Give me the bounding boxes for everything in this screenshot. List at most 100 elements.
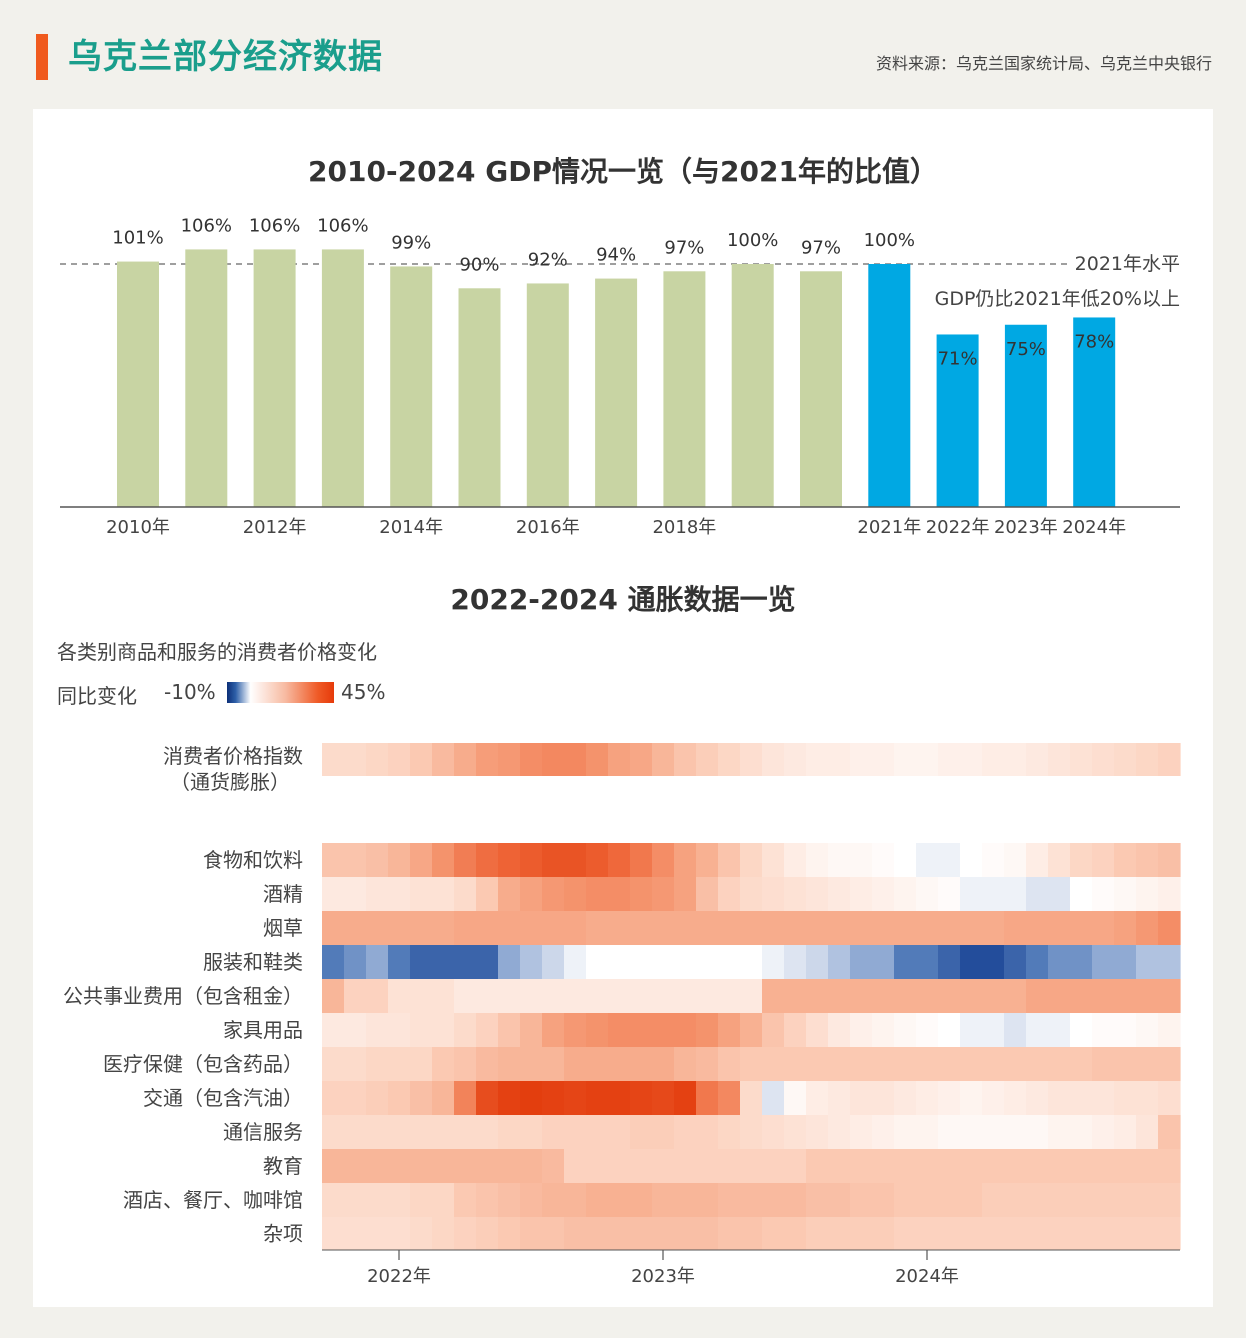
heatmap-cell [366, 911, 389, 945]
heatmap-cell [784, 877, 807, 911]
heatmap-cell [1004, 1183, 1027, 1217]
heatmap-cell [366, 1013, 389, 1047]
heatmap-cell [1026, 1047, 1049, 1081]
heatmap-cell [608, 911, 631, 945]
heatmap-cell [872, 945, 895, 979]
heatmap-cell [1026, 743, 1049, 776]
heatmap-cell [586, 979, 609, 1013]
heatmap-cell [1026, 979, 1049, 1013]
heatmap-cell [806, 877, 829, 911]
heatmap-cell [740, 743, 763, 776]
heatmap-cell [1004, 1115, 1027, 1149]
heatmap-cell [916, 1149, 939, 1183]
heatmap-cell [388, 945, 411, 979]
heatmap-cell [718, 1081, 741, 1115]
heatmap-cell [916, 1115, 939, 1149]
gdp-bar-2019 [731, 264, 774, 507]
heatmap-cell [1048, 743, 1071, 776]
heatmap-cell [608, 1047, 631, 1081]
heatmap-cell [718, 1183, 741, 1217]
heatmap-cell [586, 1149, 609, 1183]
heatmap-cell [850, 1183, 873, 1217]
heatmap-cell [938, 945, 961, 979]
heatmap-cell [476, 979, 499, 1013]
heatmap-cell [498, 1183, 521, 1217]
heatmap-cell [806, 979, 829, 1013]
gdp-chart-title: 2010-2024 GDP情况一览（与2021年的比值） [308, 155, 938, 188]
heatmap-cell [916, 1183, 939, 1217]
heatmap-cell [938, 743, 961, 776]
heatmap-cell [872, 877, 895, 911]
heatmap-cell [432, 877, 455, 911]
heatmap-cell [520, 1149, 543, 1183]
heatmap-cell [498, 743, 521, 776]
heatmap-cell [1026, 911, 1049, 945]
heatmap-cell [1114, 1047, 1137, 1081]
heatmap-cell [608, 1217, 631, 1250]
heatmap-cell [1158, 1013, 1181, 1047]
heatmap-cell [652, 843, 675, 877]
heatmap-cell [806, 1149, 829, 1183]
color-scale-legend [227, 682, 334, 703]
heatmap-cell [1158, 979, 1181, 1013]
heatmap-cell [982, 1183, 1005, 1217]
heatmap-cell [476, 1183, 499, 1217]
heatmap-cell [542, 945, 565, 979]
heatmap-cell [960, 1149, 983, 1183]
heatmap-cell [498, 843, 521, 877]
heatmap-cell [1004, 945, 1027, 979]
heatmap-cell [696, 1115, 719, 1149]
heatmap-cell [1114, 843, 1137, 877]
heatmap-cell [806, 1081, 829, 1115]
data-source: 资料来源：乌克兰国家统计局、乌克兰中央银行 [875, 54, 1212, 73]
heatmap-cell [916, 1217, 939, 1250]
heatmap-cell [608, 877, 631, 911]
heatmap-cell [784, 743, 807, 776]
heatmap-cell [388, 1183, 411, 1217]
heatmap-cell [740, 1183, 763, 1217]
heatmap-cell [696, 1081, 719, 1115]
heatmap-cell [366, 877, 389, 911]
heatmap-cell [432, 979, 455, 1013]
heatmap-cell [982, 979, 1005, 1013]
heatmap-cell [454, 1081, 477, 1115]
page-title: 乌克兰部分经济数据 [68, 37, 383, 77]
heatmap-cell [762, 1013, 785, 1047]
gdp-bar-2024 [1073, 317, 1116, 507]
heatmap-cell [806, 743, 829, 776]
heatmap-row-label: 食物和饮料 [203, 848, 303, 872]
heatmap-cell [344, 1183, 367, 1217]
heatmap-cell [960, 843, 983, 877]
heatmap-cell [696, 1149, 719, 1183]
heatmap-cell [762, 1149, 785, 1183]
heatmap-cell [850, 1047, 873, 1081]
heatmap-cell [938, 1047, 961, 1081]
heatmap-cell [784, 979, 807, 1013]
gdp-bar-2012 [253, 249, 296, 508]
heatmap-cell [1136, 1081, 1159, 1115]
heatmap-cell [740, 1013, 763, 1047]
heatmap-cell [828, 1217, 851, 1250]
heatmap-cell [542, 1217, 565, 1250]
heatmap-cell [718, 979, 741, 1013]
heatmap-cell [1048, 1217, 1071, 1250]
heatmap-cell [564, 945, 587, 979]
heatmap-cell [432, 945, 455, 979]
heatmap-cell [652, 1217, 675, 1250]
heatmap-cell [938, 979, 961, 1013]
heatmap-cell [850, 877, 873, 911]
heatmap-cell [542, 1149, 565, 1183]
heatmap-cell [454, 979, 477, 1013]
heatmap-cell [344, 1013, 367, 1047]
heatmap-cell [916, 1047, 939, 1081]
heatmap-cell [498, 1047, 521, 1081]
heatmap-cell [982, 911, 1005, 945]
gdp-x-tick-2014: 2014年 [379, 517, 443, 538]
heatmap-cell [982, 743, 1005, 776]
heatmap-row-label-cpi: 消费者价格指数 [163, 744, 303, 768]
heatmap-cell [828, 1013, 851, 1047]
heatmap-x-tick-label: 2024年 [895, 1266, 959, 1287]
heatmap-cell [476, 743, 499, 776]
heatmap-cell [630, 1081, 653, 1115]
